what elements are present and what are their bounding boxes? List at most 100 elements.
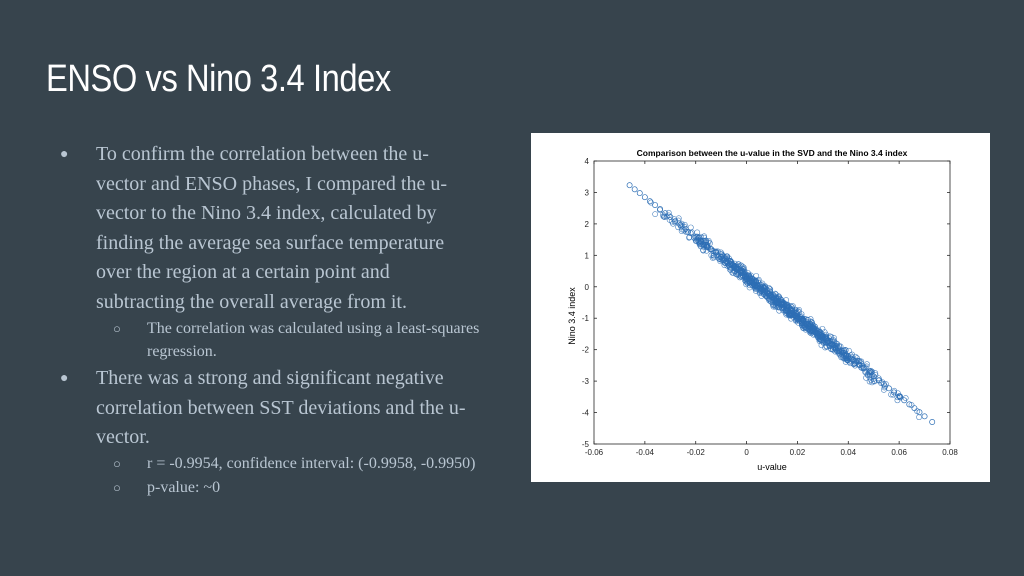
data-point (890, 391, 896, 398)
bullet-line: vector. (96, 426, 150, 448)
x-axis-label: u-value (757, 462, 787, 472)
data-point (819, 333, 826, 340)
slide-title: ENSO vs Nino 3.4 Index (46, 58, 391, 100)
data-point (760, 291, 767, 298)
y-tick-label: 0 (585, 283, 590, 292)
data-point (721, 256, 728, 263)
data-point (804, 318, 811, 325)
data-point (675, 224, 681, 231)
data-point (806, 325, 813, 331)
bullet-line: over the region at a certain point and (96, 261, 390, 283)
data-point (929, 419, 936, 425)
x-tick-label: -0.06 (585, 448, 604, 457)
data-point (767, 292, 774, 298)
data-point (881, 384, 888, 391)
data-point (886, 385, 892, 392)
data-point (902, 395, 909, 401)
data-point (773, 302, 780, 309)
data-point (728, 259, 735, 266)
y-tick-label: -3 (582, 377, 590, 386)
data-point (752, 286, 759, 292)
data-point (862, 369, 869, 375)
data-point (759, 280, 766, 287)
x-tick-label: 0.08 (942, 448, 958, 457)
x-tick-label: -0.02 (687, 448, 706, 457)
data-point (678, 220, 685, 227)
data-point (736, 268, 743, 275)
data-point (813, 329, 820, 336)
data-point (700, 247, 707, 254)
bullet-line: There was a strong and significant negat… (96, 367, 444, 389)
data-point (717, 249, 724, 256)
data-point (657, 207, 663, 213)
data-point (796, 315, 802, 322)
data-point (709, 254, 716, 261)
data-point (742, 277, 749, 284)
data-point (914, 408, 921, 415)
data-point (747, 272, 754, 279)
bullet-line: subtracting the overall average from it. (96, 290, 407, 313)
data-point (823, 336, 830, 343)
data-point (834, 341, 841, 347)
data-point (751, 283, 758, 290)
bullet-dot-icon: ● (60, 147, 69, 162)
data-point (727, 257, 734, 264)
data-point (648, 199, 654, 206)
data-point (787, 306, 794, 313)
bullet-line: finding the average sea surface temperat… (96, 231, 445, 254)
data-point (671, 216, 677, 222)
x-tick-label: 0.04 (840, 448, 856, 457)
data-point (701, 237, 708, 244)
data-point (773, 299, 780, 306)
data-point (780, 307, 787, 314)
y-tick-label: 3 (585, 188, 590, 197)
data-point (866, 378, 873, 385)
data-point (694, 229, 701, 236)
data-point (743, 271, 750, 278)
bullet-line: To confirm the correlation between the u… (96, 143, 429, 165)
bullet-list: ● To confirm the correlation between the… (60, 140, 480, 496)
chart-title: Comparison between the u-value in the SV… (637, 148, 908, 158)
data-point (746, 272, 752, 279)
data-point (852, 362, 858, 369)
data-point (891, 387, 898, 394)
data-point (727, 267, 734, 274)
data-point (700, 241, 707, 248)
data-point (665, 209, 672, 216)
data-point (832, 342, 839, 349)
subbullet-line: The correlation was calculated using a l… (147, 320, 480, 337)
data-point (804, 316, 811, 323)
data-point (882, 383, 888, 390)
data-point (681, 227, 688, 234)
data-point (830, 343, 837, 350)
data-point (795, 319, 802, 326)
y-tick-label: 4 (585, 157, 590, 166)
data-point (825, 340, 832, 346)
data-point (728, 260, 735, 267)
chart-axes: -0.06 -0.04 -0.02 0 0.02 0.04 0.06 0.08 -5 -4 -3 -2… (582, 157, 958, 457)
data-point (813, 326, 820, 333)
data-point (870, 375, 877, 382)
data-point (742, 273, 748, 279)
data-point (847, 357, 853, 364)
data-point (783, 303, 790, 310)
data-point (737, 274, 743, 281)
y-tick-label: 1 (585, 251, 590, 260)
bullet-line: vector to the Nino 3.4 index, calculated… (96, 202, 437, 224)
bullet-item: ● To confirm the correlation between the… (60, 140, 447, 317)
data-point (705, 244, 711, 251)
data-point (740, 264, 747, 271)
data-point (695, 235, 702, 242)
data-point (790, 311, 797, 318)
bullet-line: vector and ENSO phases, I compared the u… (96, 172, 447, 195)
data-point (794, 315, 800, 322)
data-point (751, 282, 758, 289)
data-point (869, 368, 875, 375)
chart-points (626, 182, 936, 425)
data-point (841, 353, 848, 360)
data-point (786, 312, 793, 319)
data-point (636, 190, 643, 197)
data-point (652, 211, 659, 218)
data-point (921, 413, 928, 420)
data-point (799, 322, 806, 329)
